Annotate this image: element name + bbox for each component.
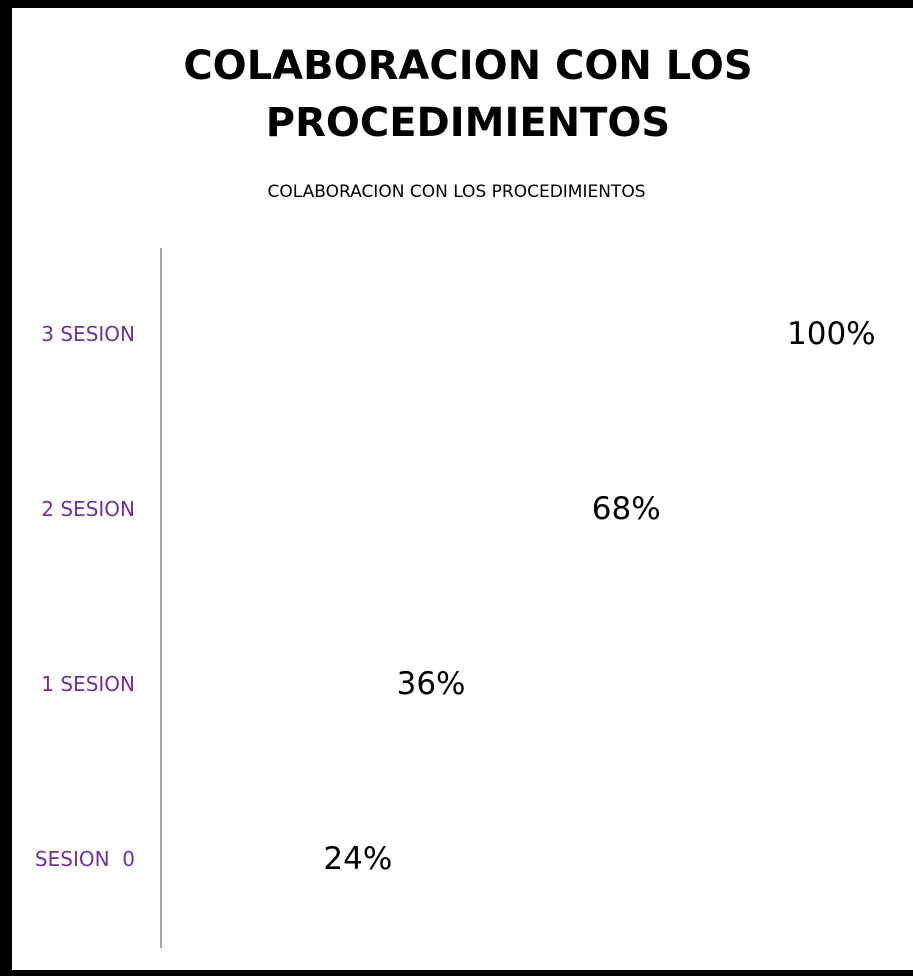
y-tick-label: 1 SESION bbox=[41, 672, 135, 696]
chart-subtitle: COLABORACION CON LOS PROCEDIMIENTOS bbox=[267, 182, 646, 202]
chart-title: COLABORACION CON LOS PROCEDIMIENTOS bbox=[183, 43, 753, 146]
data-label: 24% bbox=[323, 841, 392, 877]
bar bbox=[161, 808, 307, 913]
data-label: 100% bbox=[787, 316, 876, 352]
y-tick-label: 2 SESION bbox=[41, 497, 135, 521]
bar bbox=[161, 633, 381, 738]
y-tick-label: 3 SESION bbox=[41, 322, 135, 346]
bar bbox=[161, 283, 771, 388]
y-tick-label: SESION 0 bbox=[35, 847, 135, 871]
data-label: 68% bbox=[592, 491, 661, 527]
bar bbox=[161, 458, 576, 563]
data-label: 36% bbox=[397, 666, 466, 702]
